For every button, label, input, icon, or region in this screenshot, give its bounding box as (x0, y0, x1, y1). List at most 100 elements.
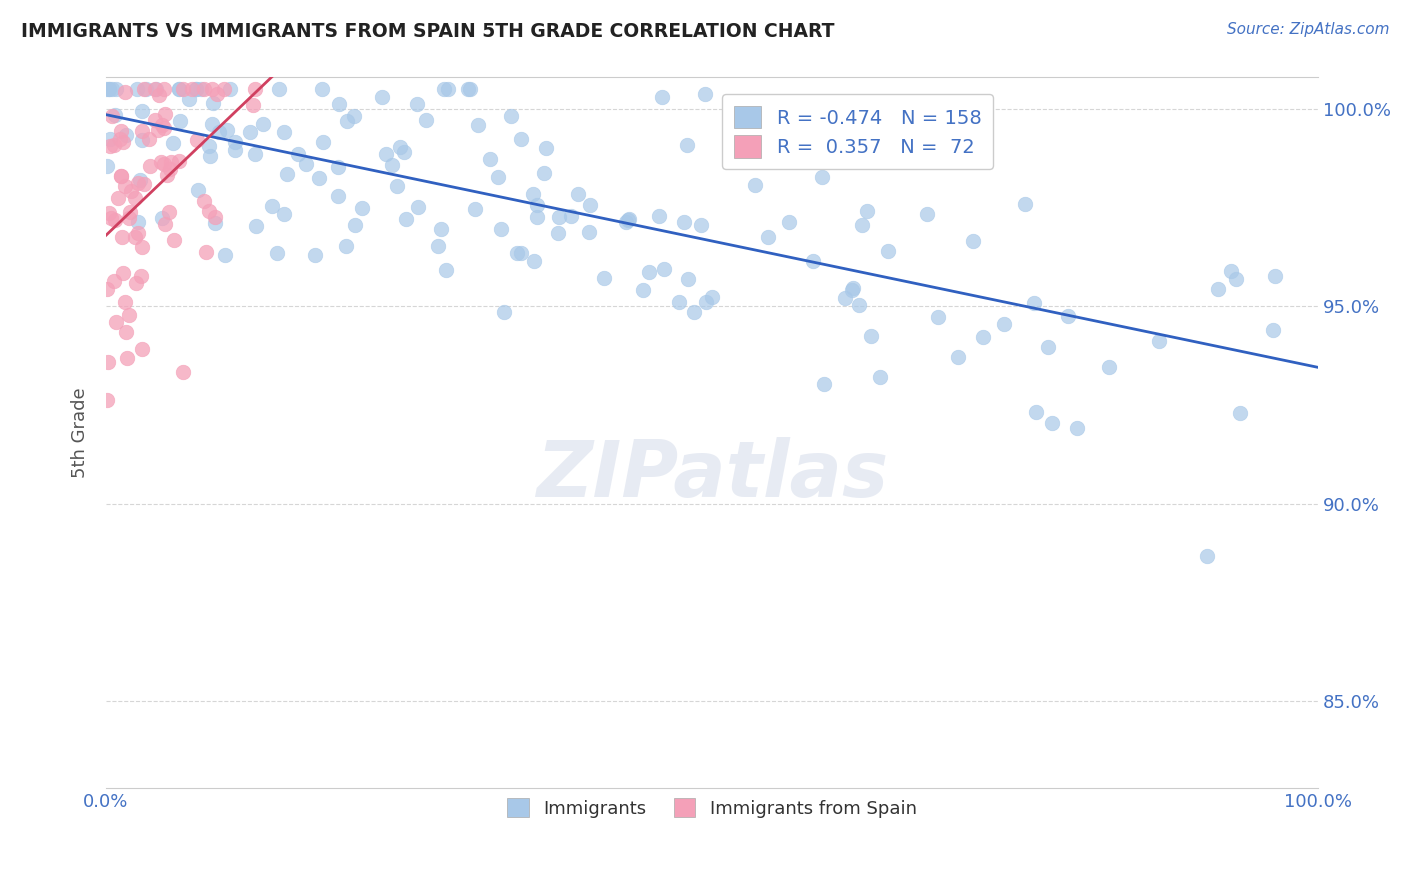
Legend: Immigrants, Immigrants from Spain: Immigrants, Immigrants from Spain (501, 791, 924, 825)
Point (198, 139, 221, 153)
Point (219, 82, 242, 96)
Point (181, 82, 204, 96)
Point (579, 198, 602, 212)
Point (143, 82, 166, 96)
Point (1098, 359, 1121, 374)
Point (343, 109, 366, 123)
Point (127, 215, 149, 229)
Point (172, 82, 194, 96)
Point (841, 284, 863, 298)
Point (186, 133, 208, 147)
Point (152, 121, 174, 136)
Point (114, 179, 136, 194)
Point (547, 226, 569, 240)
Text: Source: ZipAtlas.com: Source: ZipAtlas.com (1226, 22, 1389, 37)
Point (430, 221, 453, 235)
Point (312, 135, 335, 149)
Point (115, 128, 138, 142)
Point (167, 82, 190, 96)
Point (676, 271, 699, 285)
Point (169, 114, 191, 128)
Point (98, 131, 121, 145)
Point (131, 240, 153, 254)
Point (851, 218, 873, 232)
Point (98, 138, 121, 153)
Point (395, 212, 418, 227)
Point (212, 82, 235, 96)
Point (294, 157, 316, 171)
Point (190, 82, 212, 96)
Point (157, 205, 180, 219)
Point (526, 210, 548, 224)
Point (153, 107, 176, 121)
Point (105, 315, 128, 329)
Point (560, 209, 582, 223)
Point (856, 203, 879, 218)
Point (125, 82, 148, 96)
Point (103, 138, 125, 153)
Point (1024, 295, 1046, 310)
Point (328, 189, 350, 203)
Point (756, 230, 779, 244)
Point (127, 226, 149, 240)
Point (150, 119, 173, 133)
Point (1225, 271, 1247, 285)
Point (328, 160, 350, 174)
Point (287, 147, 309, 161)
Point (115, 351, 138, 366)
Point (215, 123, 238, 137)
Point (536, 141, 558, 155)
Point (869, 370, 891, 384)
Point (156, 168, 179, 182)
Point (648, 209, 671, 223)
Point (96, 393, 118, 408)
Point (124, 190, 146, 204)
Point (1057, 310, 1080, 324)
Point (131, 103, 153, 118)
Point (467, 118, 489, 132)
Point (668, 294, 690, 309)
Point (406, 200, 429, 214)
Point (104, 82, 127, 96)
Point (673, 215, 696, 229)
Point (352, 201, 374, 215)
Point (509, 245, 531, 260)
Point (915, 207, 938, 221)
Point (118, 204, 141, 219)
Point (962, 234, 984, 248)
Point (204, 216, 226, 230)
Point (131, 342, 153, 356)
Point (155, 217, 177, 231)
Point (114, 294, 136, 309)
Point (159, 161, 181, 176)
Point (1040, 416, 1063, 430)
Point (98, 82, 121, 96)
Point (118, 308, 141, 322)
Point (273, 125, 295, 139)
Text: ZIPatlas: ZIPatlas (536, 437, 889, 513)
Point (104, 108, 127, 122)
Point (118, 211, 141, 225)
Point (239, 125, 262, 139)
Point (801, 254, 824, 268)
Point (1036, 339, 1059, 353)
Point (457, 82, 479, 96)
Point (494, 305, 516, 319)
Point (108, 131, 131, 145)
Point (426, 239, 449, 253)
Point (614, 214, 637, 228)
Point (96, 82, 118, 96)
Point (617, 213, 640, 227)
Point (458, 82, 481, 96)
Point (98, 82, 121, 96)
Point (121, 184, 143, 198)
Point (112, 136, 135, 150)
Point (567, 186, 589, 201)
Point (167, 82, 190, 96)
Point (193, 194, 215, 208)
Point (111, 266, 134, 280)
Point (491, 222, 513, 236)
Point (336, 113, 359, 128)
Point (617, 212, 640, 227)
Point (224, 143, 246, 157)
